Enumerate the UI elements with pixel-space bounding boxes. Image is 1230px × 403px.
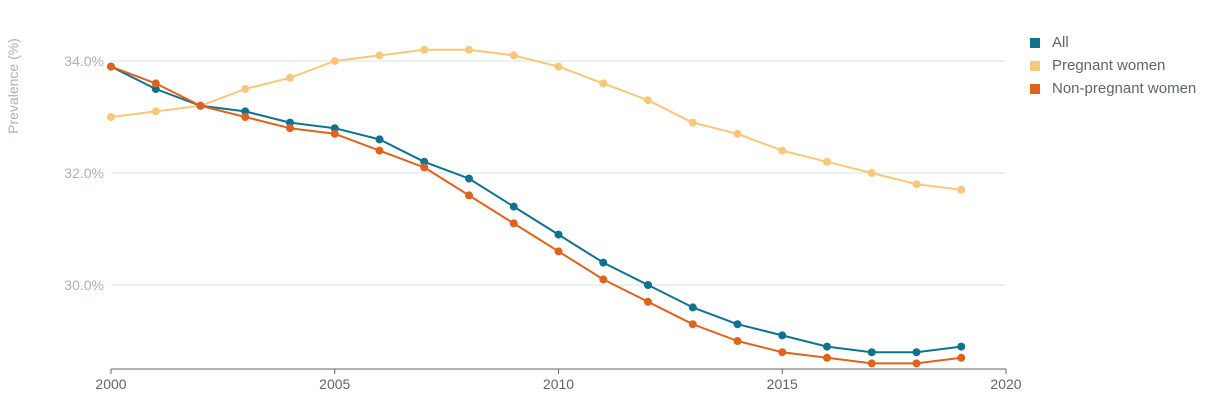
point-all-2014 [733, 320, 742, 329]
point-pregnant-women-2014 [733, 129, 742, 138]
legend-label-all: All [1052, 34, 1069, 51]
legend-item-pregnant-women[interactable]: Pregnant women [1030, 54, 1196, 77]
point-non-pregnant-women-2002 [196, 101, 205, 110]
point-all-2009 [509, 202, 518, 211]
y-tick-label-2: 34.0% [64, 53, 104, 69]
point-all-2007 [420, 157, 429, 166]
point-pregnant-women-2006 [375, 51, 384, 60]
point-non-pregnant-women-2019 [957, 353, 966, 362]
point-non-pregnant-women-2018 [912, 359, 921, 368]
point-pregnant-women-2016 [823, 157, 831, 166]
legend-swatch-all [1030, 37, 1040, 48]
series-line-all [110, 65, 962, 354]
point-all-2003 [241, 107, 250, 116]
point-pregnant-women-2005 [330, 57, 339, 65]
point-non-pregnant-women-2003 [241, 113, 250, 121]
point-all-2010 [554, 230, 563, 239]
point-pregnant-women-2012 [644, 96, 652, 105]
y-axis-label: Prevalence (%) [5, 38, 21, 134]
point-non-pregnant-women-2008 [465, 191, 473, 200]
point-pregnant-women-2009 [509, 51, 518, 60]
point-non-pregnant-women-2005 [330, 129, 339, 138]
series-line-pregnant-women [110, 48, 962, 191]
y-tick-label-0: 30.0% [64, 277, 104, 293]
point-non-pregnant-women-2010 [554, 247, 563, 256]
point-all-2008 [465, 174, 473, 183]
point-pregnant-women-2018 [912, 180, 921, 189]
x-tick-label-0: 2000 [95, 376, 126, 392]
point-pregnant-women-2000 [107, 113, 115, 121]
point-pregnant-women-2001 [151, 107, 160, 116]
point-pregnant-women-2004 [286, 73, 294, 82]
legend-label-pregnant-women: Pregnant women [1052, 57, 1166, 74]
point-all-2006 [375, 135, 384, 144]
point-all-2005 [330, 124, 339, 133]
point-pregnant-women-2017 [867, 169, 876, 177]
legend-swatch-pregnant-women [1030, 60, 1040, 71]
legend: All Pregnant women Non-pregnant women [1030, 31, 1196, 100]
point-pregnant-women-2019 [957, 185, 966, 194]
point-all-2001 [151, 85, 160, 93]
point-non-pregnant-women-2015 [778, 348, 787, 357]
point-all-2013 [688, 303, 697, 312]
point-all-2012 [644, 281, 652, 289]
point-all-2016 [823, 342, 831, 351]
point-non-pregnant-women-2013 [688, 320, 697, 329]
point-pregnant-women-2011 [599, 79, 608, 88]
point-non-pregnant-women-2011 [599, 275, 608, 284]
point-all-2011 [599, 258, 608, 267]
point-non-pregnant-women-2014 [733, 337, 742, 345]
y-tick-label-1: 32.0% [64, 165, 104, 181]
point-all-2015 [778, 331, 787, 340]
x-tick-label-3: 2015 [767, 376, 798, 392]
x-tick-label-4: 2020 [990, 376, 1021, 392]
point-non-pregnant-women-2004 [286, 124, 294, 133]
point-non-pregnant-women-2006 [375, 146, 384, 155]
legend-swatch-non-pregnant-women [1030, 83, 1040, 94]
point-pregnant-women-2007 [420, 45, 429, 54]
legend-label-non-pregnant-women: Non-pregnant women [1052, 80, 1197, 97]
x-tick-label-2: 2010 [543, 376, 574, 392]
legend-item-non-pregnant-women[interactable]: Non-pregnant women [1030, 77, 1196, 100]
point-pregnant-women-2013 [688, 118, 697, 127]
point-all-2019 [957, 342, 966, 351]
point-non-pregnant-women-2012 [644, 297, 652, 306]
point-pregnant-women-2008 [465, 45, 473, 54]
point-pregnant-women-2015 [778, 146, 787, 155]
point-non-pregnant-women-2017 [867, 359, 876, 368]
point-non-pregnant-women-2001 [151, 79, 160, 88]
point-non-pregnant-women-2009 [509, 219, 518, 228]
point-all-2004 [286, 118, 294, 127]
point-all-2017 [867, 348, 876, 357]
point-all-2018 [912, 348, 921, 357]
point-non-pregnant-women-2007 [420, 163, 429, 172]
series-line-non-pregnant-women [110, 65, 962, 365]
point-pregnant-women-2010 [554, 62, 563, 71]
legend-item-all[interactable]: All [1030, 31, 1196, 54]
point-non-pregnant-women-2016 [823, 353, 831, 362]
point-non-pregnant-women-2000 [107, 62, 115, 71]
x-tick-label-1: 2005 [319, 376, 350, 392]
point-pregnant-women-2003 [241, 85, 250, 93]
